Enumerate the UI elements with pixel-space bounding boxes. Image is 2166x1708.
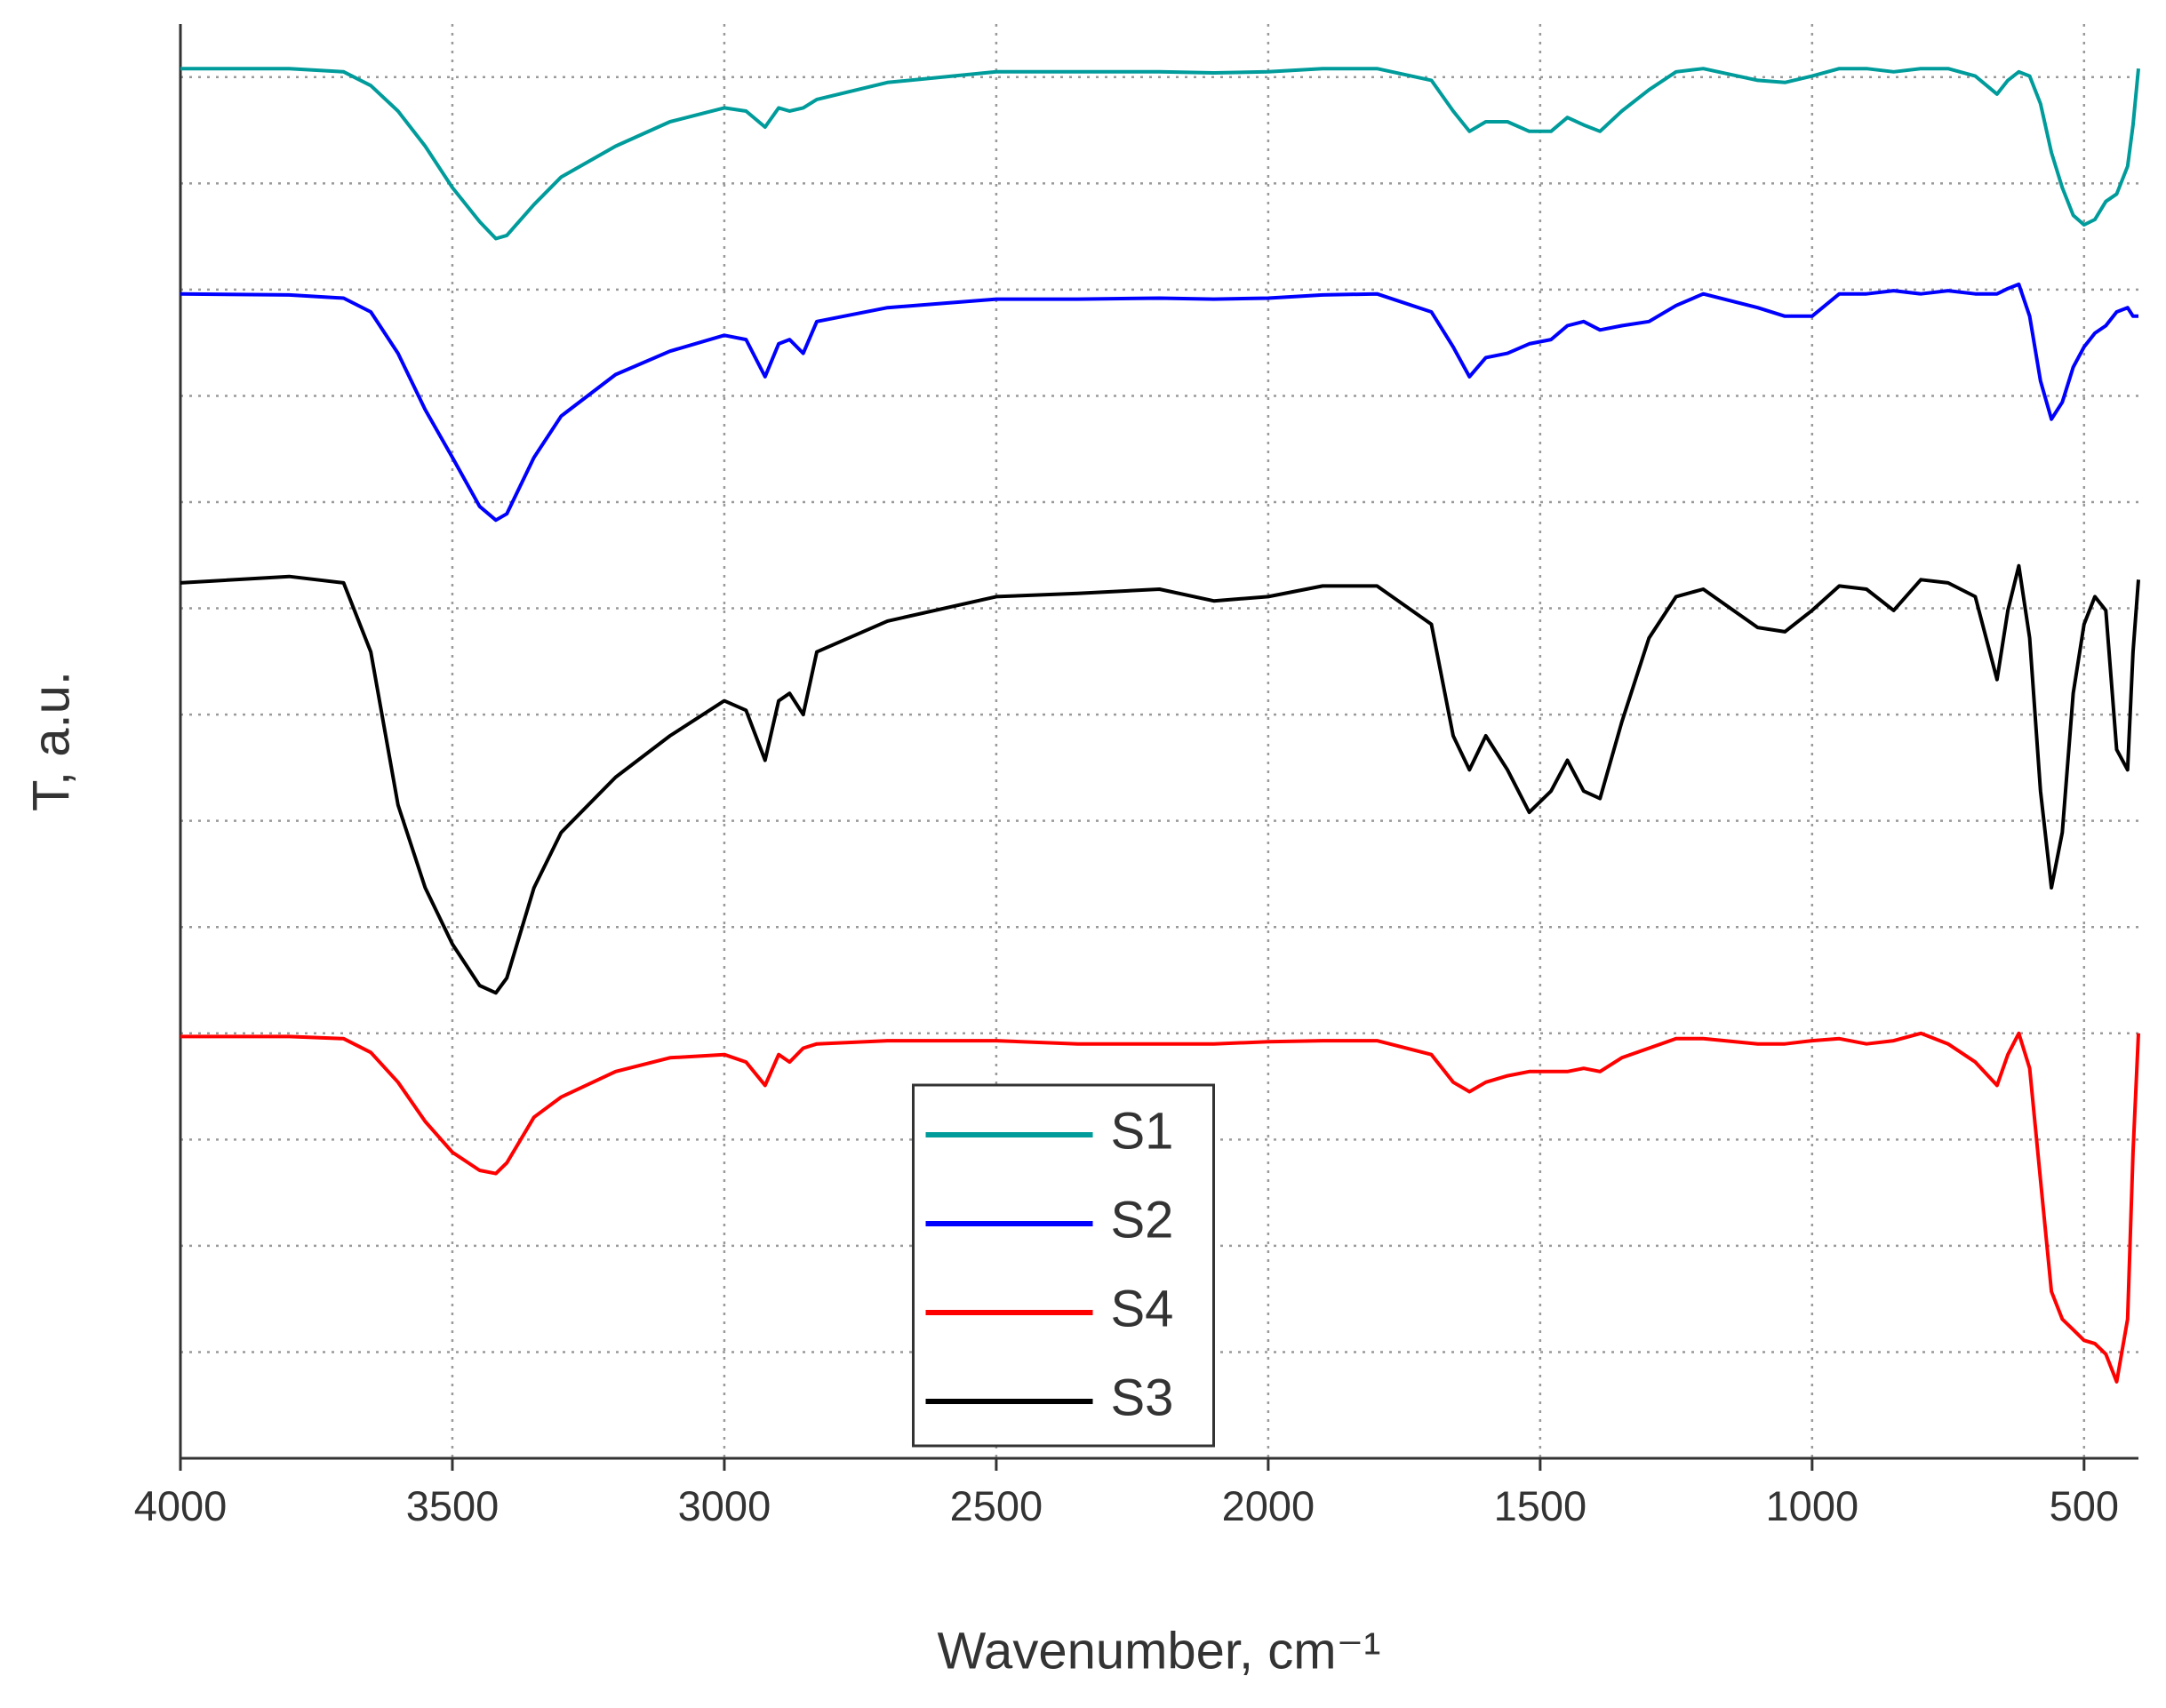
x-tick-label: 1500 bbox=[1494, 1482, 1587, 1529]
legend-label: S3 bbox=[1111, 1369, 1174, 1426]
x-tick-label: 1000 bbox=[1766, 1482, 1859, 1529]
x-tick-label: 3000 bbox=[678, 1482, 771, 1529]
legend-label: S4 bbox=[1111, 1280, 1174, 1337]
series-line bbox=[180, 282, 2138, 523]
x-axis-label: Wavenumber, cm⁻¹ bbox=[937, 1622, 1380, 1680]
x-tick-label: 500 bbox=[2050, 1482, 2119, 1529]
series-line bbox=[180, 1031, 2140, 1384]
y-axis-label: T, a.u. bbox=[22, 671, 80, 811]
series-line bbox=[180, 67, 2140, 241]
legend-label: S2 bbox=[1111, 1191, 1174, 1249]
legend: S1 S2 S4 S3 bbox=[912, 1083, 1215, 1448]
legend-box bbox=[912, 1083, 1215, 1448]
legend-label: S1 bbox=[1111, 1102, 1174, 1160]
x-tick-label: 2500 bbox=[950, 1482, 1043, 1529]
series-line bbox=[180, 563, 2140, 995]
x-tick-label: 4000 bbox=[134, 1482, 228, 1529]
x-tick-label: 2000 bbox=[1222, 1482, 1315, 1529]
x-tick-label: 3500 bbox=[406, 1482, 500, 1529]
